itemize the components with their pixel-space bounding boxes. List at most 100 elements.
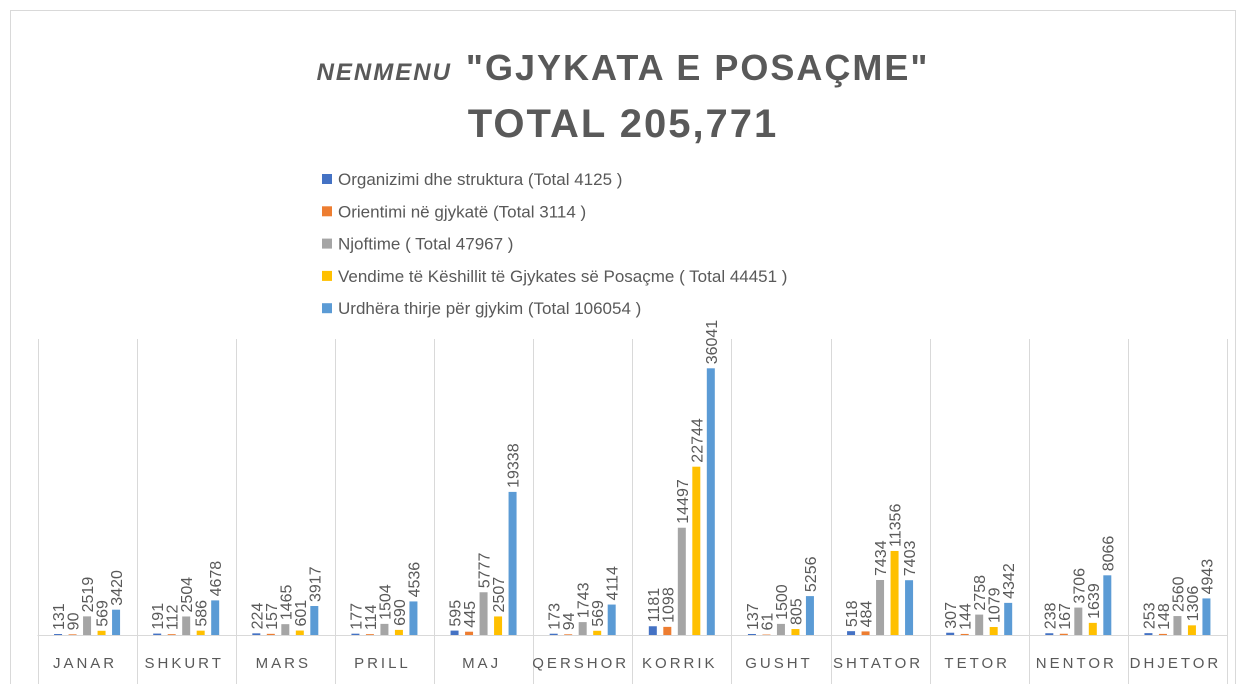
title-main: "GJYKATA E POSAÇME" [466,47,930,88]
value-label: 595 [448,600,465,627]
value-label: 90 [66,612,83,630]
bar [97,630,106,635]
bar [549,633,558,635]
value-label: 586 [194,600,211,627]
value-label: 569 [95,600,112,627]
value-label: 2519 [80,577,97,613]
value-label: 14497 [675,479,692,524]
bar [692,466,701,635]
value-label: 137 [745,603,762,630]
x-tick-label: MAJ [462,655,501,672]
value-label: 1500 [774,584,791,620]
value-label: 484 [859,601,876,628]
value-label: 11356 [888,504,905,547]
bar [1074,607,1083,635]
value-label: 1098 [660,587,677,623]
value-label: 1504 [377,584,394,620]
x-tick-label: SHTATOR [833,655,923,672]
bar [677,527,686,635]
bar [1202,598,1211,635]
bar [211,600,220,635]
value-label: 1465 [278,584,295,620]
bar [266,633,275,635]
bar [946,632,955,635]
bar [989,627,998,635]
bar [706,368,715,635]
legend-label: Orientimi në gjykatë (Total 3114 ) [338,202,586,221]
bar [776,623,785,635]
bar [1088,622,1097,635]
bar [876,579,885,635]
value-label: 1079 [987,587,1004,623]
value-label: 4114 [605,566,622,601]
value-label: 191 [150,603,167,630]
value-label: 144 [958,603,975,630]
legend-label: Vendime të Këshillit të Gjykates së Posa… [338,267,787,286]
bar [861,631,870,635]
bar [479,592,488,635]
value-label: 690 [392,599,409,626]
bar [508,491,517,635]
value-label: 3706 [1071,568,1088,604]
bar [112,609,121,635]
bar [564,634,573,635]
value-label: 4943 [1199,559,1216,595]
bar [1173,616,1182,635]
bar [1004,602,1013,635]
bar [578,622,587,635]
bar [54,634,63,635]
x-tick-label: MARS [256,655,311,672]
value-label: 601 [293,600,310,627]
value-label: 112 [165,605,182,631]
bar [1158,633,1167,635]
bar [1103,575,1112,635]
value-label: 173 [547,603,564,630]
x-tick-label: SHKURT [144,655,223,672]
legend-swatch [322,174,332,184]
bar [1144,633,1153,635]
bar [83,616,92,635]
x-tick-label: DHJETOR [1130,655,1222,672]
value-label: 2504 [179,577,196,613]
bar [196,630,205,635]
value-label: 1743 [576,582,593,618]
x-tick-label: NENTOR [1036,655,1117,672]
bar [167,634,176,635]
value-label: 4678 [208,561,225,597]
value-label: 148 [1156,603,1173,630]
legend-label: Urdhëra thirje për gjykim (Total 106054 … [338,299,641,318]
x-tick-label: GUSHT [745,655,813,672]
legend-swatch [322,270,332,281]
x-tick-label: KORRIK [642,655,718,672]
value-label: 4536 [406,562,423,598]
bar [310,606,319,635]
x-tick-label: TETOR [944,655,1010,672]
value-label: 7434 [873,540,890,576]
legend-swatch [322,238,332,249]
value-label: 157 [264,603,281,630]
bar [905,580,914,635]
value-label: 253 [1141,602,1158,629]
bar [1059,633,1068,635]
chart-border [10,10,1236,684]
value-label: 8066 [1100,536,1117,572]
x-tick-label: JANAR [53,655,117,672]
value-label: 445 [462,601,479,628]
value-label: 177 [348,603,365,630]
bar [182,616,191,635]
value-label: 5256 [803,556,820,592]
bar [960,633,969,635]
bar [380,623,389,635]
bar [68,634,77,635]
bar [975,614,984,635]
bar [747,633,756,635]
bar [281,624,290,635]
bar [1045,633,1054,635]
value-label: 7403 [902,541,919,577]
value-label: 131 [51,603,68,630]
bar [465,631,474,635]
bar [494,616,503,635]
legend-label: Organizimi dhe struktura (Total 4125 ) [338,170,622,189]
legend-label: Njoftime ( Total 47967 ) [338,235,513,254]
